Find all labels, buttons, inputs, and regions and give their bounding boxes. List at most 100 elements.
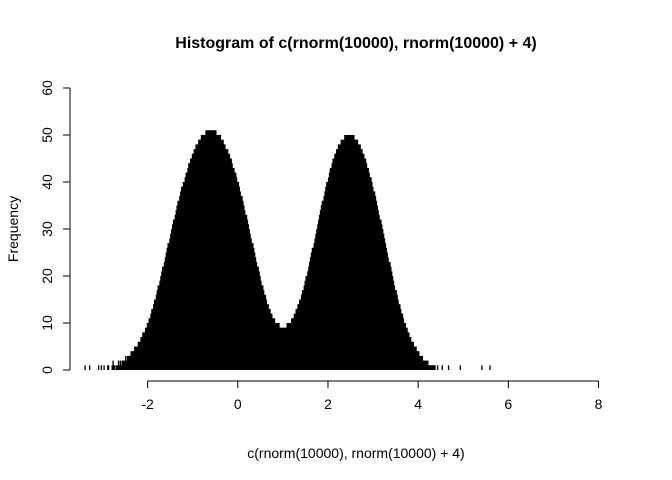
histogram-bar (351, 135, 353, 370)
histogram-bar (197, 144, 199, 370)
histogram-bar (278, 323, 280, 370)
histogram-bar (381, 224, 383, 370)
histogram-bar (394, 290, 396, 370)
histogram-bar (339, 144, 341, 370)
x-tick-label: -2 (141, 396, 154, 412)
histogram-bar (266, 304, 268, 370)
histogram-bar (196, 144, 198, 370)
histogram-bar (263, 294, 266, 370)
histogram-bar (139, 341, 141, 370)
histogram-bar (423, 360, 425, 370)
histogram-bar (138, 341, 140, 370)
histogram-bar (372, 186, 374, 370)
histogram-bar (263, 290, 265, 370)
histogram-bar (294, 313, 296, 370)
histogram-bar (227, 153, 230, 370)
histogram-bar (245, 214, 248, 370)
histogram-bar (148, 318, 150, 370)
histogram-bar (410, 341, 413, 370)
histogram-bar (137, 341, 140, 370)
histogram-bar (153, 304, 155, 370)
histogram-bar (343, 139, 345, 370)
histogram-bar (342, 139, 344, 370)
histogram-bar (261, 285, 263, 370)
y-tick-label: 50 (39, 127, 55, 143)
y-tick-label: 40 (39, 174, 55, 190)
histogram-bar (402, 318, 405, 370)
histogram-bar (205, 130, 207, 370)
histogram-bar (116, 365, 119, 370)
histogram-bar (275, 323, 277, 370)
histogram-bar (163, 261, 166, 370)
histogram-bar (391, 271, 393, 370)
histogram-bar (330, 167, 332, 370)
histogram-bar (403, 323, 406, 370)
histogram-bar (200, 135, 203, 370)
histogram-bar (419, 355, 421, 370)
histogram-bar (192, 153, 195, 370)
histogram-bar (371, 182, 373, 370)
histogram-bar (151, 308, 153, 370)
histogram-bar (131, 351, 133, 370)
histogram-bar (140, 337, 142, 370)
histogram-bar (309, 261, 311, 370)
histogram-bar (272, 318, 275, 370)
histogram-bar (122, 360, 124, 370)
histogram-bar (114, 365, 116, 370)
histogram-bar (262, 285, 264, 370)
histogram-bar (107, 365, 110, 370)
histogram-bar (128, 355, 130, 370)
y-tick-label: 10 (39, 315, 55, 331)
histogram-bar (302, 290, 305, 370)
histogram-bar (292, 318, 295, 370)
histogram-bar (430, 365, 433, 370)
histogram-bar (251, 243, 253, 370)
histogram-bar (321, 200, 323, 370)
histogram-bar (273, 318, 276, 370)
histogram-bar (240, 196, 242, 370)
histogram-bar (112, 360, 114, 370)
histogram-bar (238, 186, 240, 370)
histogram-bar (311, 247, 314, 370)
histogram-bar (318, 219, 320, 370)
histogram-bar (160, 276, 162, 370)
histogram-bar (359, 144, 361, 370)
histogram-bar (165, 252, 167, 370)
histogram-bar (408, 332, 410, 370)
histogram-bar (125, 355, 127, 370)
histogram-bar (407, 332, 409, 370)
histogram-bar (135, 346, 137, 370)
y-axis-title: Frequency (5, 196, 21, 262)
histogram-bar (189, 163, 191, 370)
histogram-bar (361, 149, 363, 370)
histogram-bar (356, 139, 359, 370)
histogram-bar (241, 196, 243, 370)
histogram-bar (171, 224, 174, 370)
x-tick-label: 4 (414, 396, 422, 412)
histogram-bar (221, 139, 223, 370)
histogram-bar (118, 365, 121, 370)
histogram-bar (190, 158, 193, 370)
histogram-bar (204, 135, 206, 370)
histogram-bar (397, 299, 399, 370)
histogram-bar (396, 294, 398, 370)
histogram-bar (437, 365, 439, 370)
histogram-bar (171, 229, 173, 370)
histogram-bar (217, 135, 219, 370)
histogram-bar (222, 139, 224, 370)
histogram-bar (364, 158, 366, 370)
histogram-bar (214, 130, 216, 370)
histogram-bar (291, 318, 294, 370)
histogram-bar (255, 261, 258, 370)
histogram-bar (374, 196, 377, 370)
histogram-bar (317, 224, 319, 370)
histogram-bar (378, 214, 380, 370)
y-tick-label: 30 (39, 221, 55, 237)
histogram-bar (215, 130, 217, 370)
histogram-bar (331, 163, 333, 370)
histogram-bar (256, 266, 259, 370)
histogram-bar (89, 365, 91, 370)
histogram-bar (328, 172, 331, 370)
histogram-bar (297, 304, 299, 370)
